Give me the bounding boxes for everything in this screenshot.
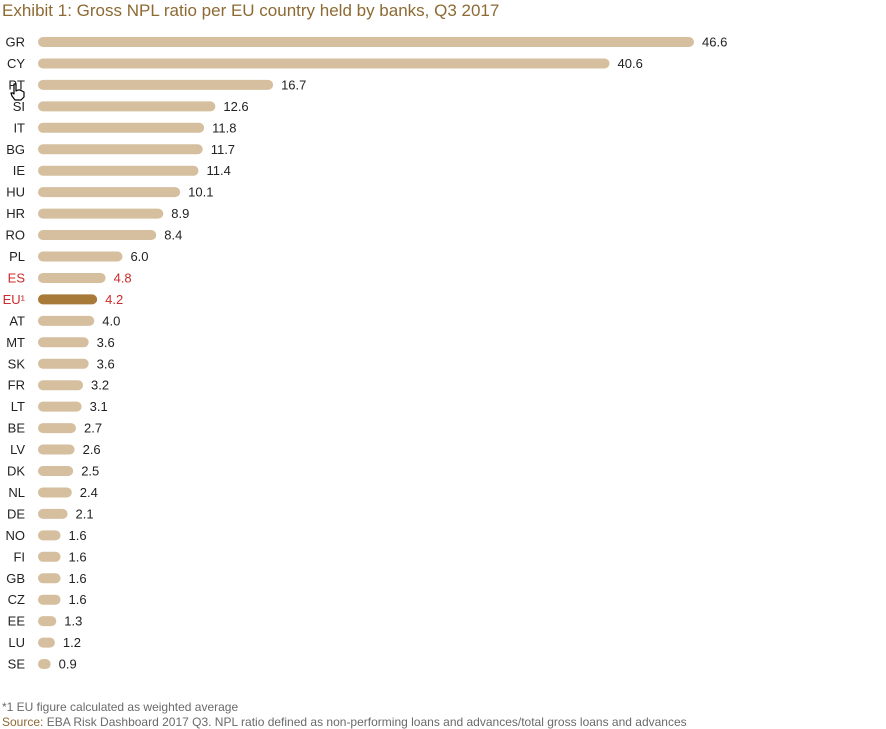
value-label: 1.6 bbox=[69, 592, 87, 607]
category-label: GR bbox=[6, 35, 26, 50]
value-label: 4.8 bbox=[114, 270, 132, 285]
category-label: DE bbox=[7, 506, 25, 521]
bar bbox=[38, 165, 199, 176]
category-label: PL bbox=[9, 249, 25, 264]
value-label: 46.6 bbox=[702, 35, 727, 50]
bar bbox=[38, 272, 106, 283]
value-label: 1.2 bbox=[63, 635, 81, 650]
category-label: GB bbox=[6, 571, 25, 586]
value-label: 3.6 bbox=[97, 335, 115, 350]
footnote: *1 EU figure calculated as weighted aver… bbox=[2, 700, 239, 714]
bar bbox=[38, 637, 55, 648]
category-label: BE bbox=[8, 421, 26, 436]
category-label: BG bbox=[6, 142, 25, 157]
bar bbox=[38, 294, 98, 305]
value-label: 8.4 bbox=[164, 228, 182, 243]
category-label: RO bbox=[6, 228, 26, 243]
value-label: 1.6 bbox=[69, 549, 87, 564]
category-label: NO bbox=[6, 528, 26, 543]
category-label: IE bbox=[13, 163, 26, 178]
bar bbox=[38, 616, 57, 627]
bar bbox=[38, 423, 77, 434]
value-label: 2.7 bbox=[84, 421, 102, 436]
value-label: 11.8 bbox=[212, 120, 236, 135]
value-label: 2.6 bbox=[83, 442, 101, 457]
category-label: FI bbox=[13, 549, 25, 564]
bar bbox=[38, 594, 61, 605]
bar bbox=[38, 358, 89, 369]
bar bbox=[38, 144, 203, 155]
bar bbox=[38, 315, 95, 326]
category-label: NL bbox=[8, 485, 25, 500]
category-label: AT bbox=[9, 313, 25, 328]
value-label: 40.6 bbox=[618, 56, 643, 71]
category-label: CZ bbox=[8, 592, 25, 607]
value-label: 6.0 bbox=[130, 249, 148, 264]
value-label: 1.6 bbox=[69, 571, 87, 586]
value-label: 3.6 bbox=[97, 356, 115, 371]
bar bbox=[38, 401, 82, 412]
bar bbox=[38, 251, 123, 262]
value-label: 2.4 bbox=[80, 485, 98, 500]
bar bbox=[38, 37, 694, 47]
value-label: 4.0 bbox=[102, 313, 120, 328]
value-label: 11.7 bbox=[211, 142, 235, 157]
bar bbox=[38, 58, 610, 69]
bar bbox=[38, 79, 274, 90]
source-label: Source: bbox=[2, 715, 44, 729]
value-label: 10.1 bbox=[188, 185, 213, 200]
category-label: LU bbox=[8, 635, 25, 650]
value-label: 16.7 bbox=[281, 77, 306, 92]
category-label: EE bbox=[8, 614, 26, 629]
value-label: 8.9 bbox=[171, 206, 189, 221]
value-label: 2.5 bbox=[81, 464, 99, 479]
category-label: MT bbox=[6, 335, 25, 350]
category-label: EU¹ bbox=[3, 292, 26, 307]
category-label: CY bbox=[7, 56, 25, 71]
npl-bar-chart: GR 46.6 CY 40.6 PT 16.7 SI 12.6 IT 11.8 BG 11.7 IE 11… bbox=[3, 35, 728, 672]
source-note: Source: EBA Risk Dashboard 2017 Q3. NPL … bbox=[2, 715, 687, 729]
hand-cursor-icon bbox=[10, 83, 25, 101]
category-label: SK bbox=[8, 356, 26, 371]
category-label: DK bbox=[7, 464, 25, 479]
category-label: HU bbox=[6, 185, 25, 200]
category-label: FR bbox=[8, 378, 25, 393]
value-label: 3.1 bbox=[90, 399, 108, 414]
bar bbox=[38, 187, 181, 198]
bar bbox=[38, 508, 68, 519]
bar bbox=[38, 208, 164, 219]
bar bbox=[38, 487, 72, 498]
bar bbox=[38, 101, 216, 112]
bar bbox=[38, 337, 89, 348]
bar bbox=[38, 444, 75, 455]
value-label: 2.1 bbox=[76, 506, 94, 521]
value-label: 1.3 bbox=[64, 614, 82, 629]
bar bbox=[38, 466, 74, 476]
bar bbox=[38, 659, 51, 670]
bar bbox=[38, 530, 61, 541]
value-label: 12.6 bbox=[223, 99, 248, 114]
category-label: HR bbox=[6, 206, 25, 221]
bar bbox=[38, 122, 205, 133]
value-label: 1.6 bbox=[69, 528, 87, 543]
value-label: 4.2 bbox=[105, 292, 123, 307]
bar bbox=[38, 573, 61, 584]
value-label: 11.4 bbox=[206, 163, 230, 178]
category-label: ES bbox=[8, 270, 26, 285]
category-label: LT bbox=[11, 399, 25, 414]
source-text: EBA Risk Dashboard 2017 Q3. NPL ratio de… bbox=[46, 715, 687, 729]
category-label: IT bbox=[13, 120, 25, 135]
value-label: 3.2 bbox=[91, 378, 109, 393]
category-label: SI bbox=[13, 99, 25, 114]
category-label: SE bbox=[8, 657, 26, 672]
chart-title: Exhibit 1: Gross NPL ratio per EU countr… bbox=[2, 1, 500, 20]
category-label: LV bbox=[10, 442, 25, 457]
bar bbox=[38, 380, 84, 391]
bar bbox=[38, 551, 61, 562]
category-label: PT bbox=[8, 77, 25, 92]
bar bbox=[38, 230, 157, 241]
value-label: 0.9 bbox=[59, 657, 77, 672]
